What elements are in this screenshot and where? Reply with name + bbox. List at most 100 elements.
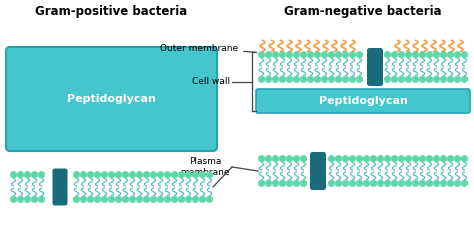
Circle shape xyxy=(178,196,185,203)
Circle shape xyxy=(150,196,157,203)
Circle shape xyxy=(391,76,398,83)
Circle shape xyxy=(461,180,468,187)
Circle shape xyxy=(258,180,265,187)
Circle shape xyxy=(171,196,178,203)
Circle shape xyxy=(286,180,293,187)
Circle shape xyxy=(258,51,265,58)
Circle shape xyxy=(73,196,80,203)
Circle shape xyxy=(73,171,80,178)
Circle shape xyxy=(349,180,356,187)
Circle shape xyxy=(419,51,426,58)
Circle shape xyxy=(300,51,307,58)
Circle shape xyxy=(293,155,300,162)
Circle shape xyxy=(293,180,300,187)
Circle shape xyxy=(185,171,192,178)
Circle shape xyxy=(377,155,384,162)
Circle shape xyxy=(279,76,286,83)
Circle shape xyxy=(447,51,454,58)
Circle shape xyxy=(419,76,426,83)
Circle shape xyxy=(272,180,279,187)
Circle shape xyxy=(279,51,286,58)
Circle shape xyxy=(433,155,440,162)
Circle shape xyxy=(115,196,122,203)
Circle shape xyxy=(433,180,440,187)
Circle shape xyxy=(206,196,213,203)
Circle shape xyxy=(391,51,398,58)
Circle shape xyxy=(405,180,412,187)
Circle shape xyxy=(454,51,461,58)
Circle shape xyxy=(426,180,433,187)
Circle shape xyxy=(108,171,115,178)
Text: Gram-negative bacteria: Gram-negative bacteria xyxy=(284,5,442,18)
Circle shape xyxy=(384,51,391,58)
Circle shape xyxy=(356,155,363,162)
Circle shape xyxy=(328,180,335,187)
Circle shape xyxy=(108,196,115,203)
Circle shape xyxy=(384,155,391,162)
Circle shape xyxy=(426,76,433,83)
Circle shape xyxy=(286,51,293,58)
Circle shape xyxy=(419,180,426,187)
Circle shape xyxy=(398,155,405,162)
FancyBboxPatch shape xyxy=(256,89,470,113)
Circle shape xyxy=(391,155,398,162)
Circle shape xyxy=(447,180,454,187)
FancyBboxPatch shape xyxy=(53,168,67,206)
Circle shape xyxy=(461,51,468,58)
Circle shape xyxy=(405,155,412,162)
Circle shape xyxy=(335,51,342,58)
Circle shape xyxy=(342,180,349,187)
Circle shape xyxy=(349,155,356,162)
Circle shape xyxy=(286,155,293,162)
Circle shape xyxy=(279,180,286,187)
Circle shape xyxy=(321,76,328,83)
Circle shape xyxy=(328,76,335,83)
Circle shape xyxy=(412,51,419,58)
Circle shape xyxy=(265,180,272,187)
Circle shape xyxy=(157,196,164,203)
Circle shape xyxy=(440,76,447,83)
Circle shape xyxy=(192,196,199,203)
Circle shape xyxy=(265,155,272,162)
Circle shape xyxy=(454,155,461,162)
Circle shape xyxy=(307,51,314,58)
Circle shape xyxy=(80,196,87,203)
Circle shape xyxy=(342,155,349,162)
Circle shape xyxy=(94,196,101,203)
Circle shape xyxy=(377,180,384,187)
Circle shape xyxy=(349,76,356,83)
Circle shape xyxy=(272,155,279,162)
Circle shape xyxy=(293,76,300,83)
Text: Peptidoglycan: Peptidoglycan xyxy=(67,94,156,104)
Circle shape xyxy=(461,155,468,162)
Circle shape xyxy=(300,76,307,83)
Circle shape xyxy=(335,155,342,162)
Circle shape xyxy=(143,171,150,178)
Circle shape xyxy=(286,76,293,83)
Circle shape xyxy=(129,171,136,178)
Circle shape xyxy=(31,171,38,178)
Circle shape xyxy=(265,76,272,83)
Circle shape xyxy=(426,155,433,162)
Circle shape xyxy=(129,196,136,203)
Circle shape xyxy=(265,51,272,58)
Circle shape xyxy=(38,196,45,203)
Circle shape xyxy=(384,180,391,187)
Circle shape xyxy=(440,180,447,187)
FancyBboxPatch shape xyxy=(367,48,383,86)
Circle shape xyxy=(87,171,94,178)
Circle shape xyxy=(171,171,178,178)
Circle shape xyxy=(447,155,454,162)
Circle shape xyxy=(24,196,31,203)
Text: Outer membrane: Outer membrane xyxy=(160,44,255,53)
Circle shape xyxy=(356,180,363,187)
Circle shape xyxy=(370,180,377,187)
Circle shape xyxy=(363,180,370,187)
Circle shape xyxy=(24,171,31,178)
Circle shape xyxy=(10,171,17,178)
Circle shape xyxy=(405,76,412,83)
Circle shape xyxy=(307,76,314,83)
Circle shape xyxy=(101,196,108,203)
Circle shape xyxy=(122,171,129,178)
Circle shape xyxy=(321,51,328,58)
